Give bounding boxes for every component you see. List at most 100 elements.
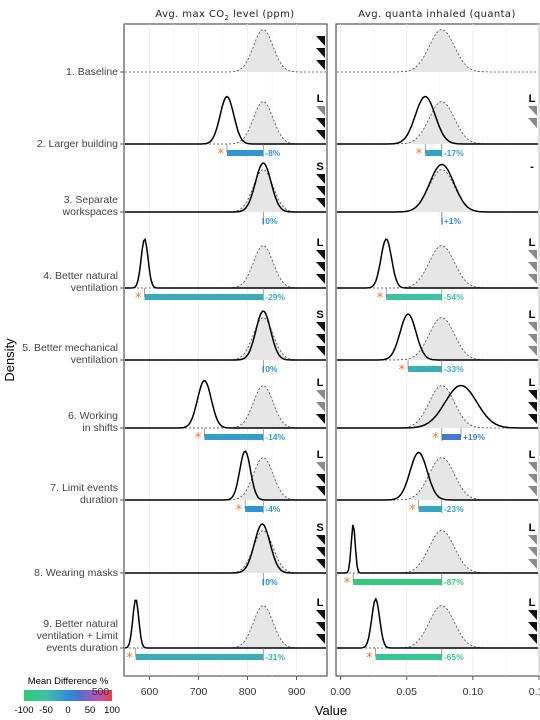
baseline-density-outline [337,29,538,73]
effect-triangle-marker [316,622,325,632]
mean-difference-label: -54% [444,292,464,302]
effect-triangle-marker [528,634,537,644]
effect-triangle-marker [316,106,325,116]
effect-size-letter: - [530,161,534,173]
effect-size-letter: S [316,161,323,173]
scenario-density-line [337,238,538,289]
effect-triangle-marker [528,334,537,344]
x-axis-title: Value [315,703,347,718]
x-tick-label: 900 [288,686,306,698]
baseline-density-fill [125,29,326,72]
effect-size-letter: L [317,597,324,609]
effect-triangle-marker [316,462,325,472]
significance-star: * [217,147,224,162]
effect-size-letter: L [529,522,536,534]
mean-difference-bar [135,654,264,660]
scenario-label: 7. Limit events [50,482,118,494]
effect-triangle-marker [316,36,325,46]
scenario-density-line [125,450,326,501]
mean-difference-label: -31% [265,652,285,662]
effect-triangle-marker [528,118,537,128]
effect-triangle-marker [316,346,325,356]
mean-difference-bar [262,579,265,585]
effect-triangle-marker [316,334,325,344]
significance-star: * [399,363,406,378]
scenario-density-line [337,597,538,649]
effect-triangle-marker [528,262,537,272]
baseline-density-fill [125,605,326,648]
significance-star: * [377,291,384,306]
baseline-density-outline [125,29,326,73]
baseline-density-fill [337,605,538,648]
effect-size-letter: L [529,597,536,609]
effect-triangle-marker [316,48,325,58]
mean-difference-bar [226,150,264,156]
scenario-label: workspaces [62,206,118,218]
baseline-density-fill [337,385,538,428]
effect-triangle-marker [528,414,537,424]
scenario-label: duration [80,494,118,506]
effect-triangle-marker [316,634,325,644]
mean-difference-label: -23% [444,504,464,514]
effect-triangle-marker [316,535,325,545]
baseline-density-fill [125,385,326,428]
scenario-density-line [125,238,326,289]
effect-triangle-marker [528,547,537,557]
effect-triangle-marker [316,547,325,557]
baseline-density-fill [337,530,538,573]
mean-difference-bar [441,218,443,224]
mean-difference-label: -33% [444,364,464,374]
x-tick-label: 700 [190,686,208,698]
panel-1-title: Avg. max CO2 level (ppm) [155,9,294,22]
scenario-label: ventilation + Limit [37,630,118,642]
effect-triangle-marker [316,610,325,620]
legend-tick-label: 100 [104,705,120,716]
scenario-label: 3. Separate [64,194,118,206]
mean-difference-bar [245,506,264,512]
baseline-density-fill [337,317,538,360]
effect-size-letter: S [316,309,323,321]
scenario-density-line [125,523,326,574]
legend-tick-label: 50 [85,705,96,716]
mean-difference-bar [353,579,442,585]
scenario-label: ventilation [71,282,118,294]
effect-triangle-marker [528,274,537,284]
effect-triangle-marker [316,262,325,272]
x-tick-label: 0.05 [397,686,418,698]
effect-size-letter: L [529,377,536,389]
scenario-density-line [337,524,538,574]
effect-triangle-marker [528,610,537,620]
legend-tick-label: -50 [39,705,53,716]
plot-panel-1 [123,23,328,677]
mean-difference-bar [425,150,442,156]
effect-size-letter: L [317,377,324,389]
effect-triangle-marker [316,474,325,484]
scenario-label: 2. Larger building [37,138,118,150]
effect-triangle-marker [528,390,537,400]
scenario-density-line [337,384,538,429]
scenario-label: 1. Baseline [66,66,118,78]
significance-star: * [432,431,439,446]
legend-colorbar [24,690,112,701]
mean-difference-label: -87% [444,577,464,587]
effect-size-letter: L [317,93,324,105]
mean-difference-bar [204,434,264,440]
x-tick-label: 0.00 [330,686,351,698]
baseline-density-fill [125,457,326,500]
mean-difference-label: -17% [444,148,464,158]
legend-tick-label: -100 [14,705,33,716]
effect-triangle-marker [528,402,537,412]
effect-triangle-marker [316,402,325,412]
effect-size-letter: L [317,449,324,461]
panel-2-title: Avg. quanta inhaled (quanta) [358,9,516,20]
effect-triangle-marker [528,535,537,545]
scenario-label: 5. Better mechanical [22,342,118,354]
effect-triangle-marker [316,174,325,184]
legend-title: Mean Difference % [28,676,109,687]
x-tick-label: 0.15 [529,686,540,698]
mean-difference-bar [441,434,461,440]
scenario-label: 4. Better natural [43,270,118,282]
mean-difference-bar [262,218,265,224]
effect-size-letter: L [529,449,536,461]
